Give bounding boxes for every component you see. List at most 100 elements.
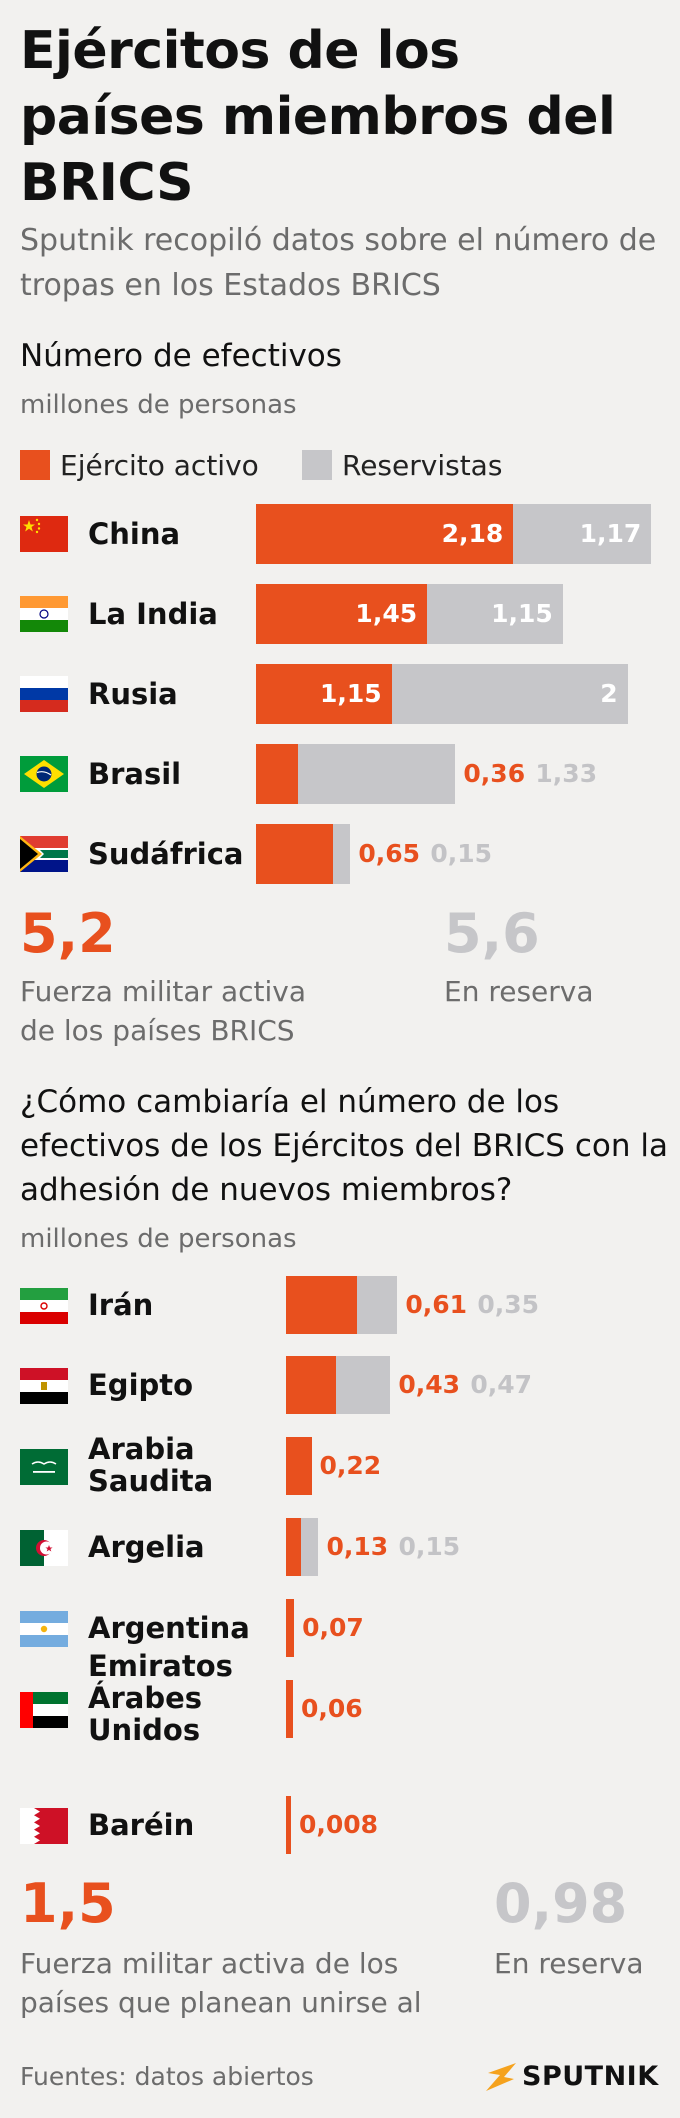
value-label-reserve: 1,15 bbox=[491, 599, 553, 628]
bar-active bbox=[286, 1518, 302, 1576]
chart-row: Egipto 0,43 0,47 bbox=[0, 1356, 680, 1416]
chart-row: Argentina 0,07 bbox=[0, 1599, 680, 1659]
section2-heading: ¿Cómo cambiaría el número de los efectiv… bbox=[20, 1084, 668, 1208]
bar-reserve bbox=[513, 504, 652, 564]
legend-swatch-reserve bbox=[302, 450, 332, 480]
total-active-candidates: 1,5 bbox=[20, 1872, 116, 1935]
value-label-active: 0,61 bbox=[405, 1290, 468, 1319]
argentina-flag-icon bbox=[20, 1611, 68, 1647]
value-label-active: 0,13 bbox=[326, 1532, 389, 1561]
country-label: Irán bbox=[88, 1288, 154, 1322]
bar-active bbox=[256, 664, 392, 724]
country-label: Argelia bbox=[88, 1530, 205, 1564]
legend-label-reserve: Reservistas bbox=[342, 449, 503, 482]
value-label-reserve: 2 bbox=[600, 679, 618, 708]
bar-active bbox=[286, 1276, 357, 1334]
country-label: Egipto bbox=[88, 1368, 194, 1402]
country-label: Baréin bbox=[88, 1808, 195, 1842]
value-label-active: 0,36 bbox=[463, 759, 526, 788]
saudi-arabia-flag-icon bbox=[20, 1449, 68, 1485]
russia-flag-icon bbox=[20, 676, 68, 712]
bar-reserve bbox=[332, 824, 351, 884]
bar-active bbox=[286, 1680, 293, 1738]
total-reserve-candidates: 0,98 bbox=[494, 1872, 628, 1935]
bar-active bbox=[286, 1796, 291, 1854]
legend-label-active: Ejército activo bbox=[60, 449, 259, 482]
value-label-reserve: 0,35 bbox=[477, 1290, 540, 1319]
value-label-active: 1,15 bbox=[320, 679, 382, 708]
country-label: Sudáfrica bbox=[88, 837, 244, 871]
country-label: Argentina bbox=[88, 1611, 250, 1645]
country-label: Rusia bbox=[88, 677, 178, 711]
value-label-active: 0,06 bbox=[300, 1694, 363, 1723]
value-label-reserve: 1,33 bbox=[535, 759, 598, 788]
value-label-reserve: 0,47 bbox=[470, 1370, 533, 1399]
chart-row: Rusia 1,15 2 bbox=[0, 664, 680, 724]
bar-reserve bbox=[427, 584, 563, 644]
bar-active bbox=[256, 584, 428, 644]
sources-note: Fuentes: datos abiertos bbox=[20, 2062, 314, 2091]
total-active-brics: 5,2 bbox=[20, 902, 116, 965]
country-label: Arabia Saudita bbox=[88, 1432, 214, 1498]
sputnik-brand: SPUTNIK bbox=[522, 2061, 659, 2092]
country-label: China bbox=[88, 517, 181, 551]
value-label-active: 0,07 bbox=[302, 1613, 364, 1642]
sputnik-logo: SPUTNIK bbox=[484, 2060, 664, 2094]
total-reserve-candidates-caption: En reserva bbox=[494, 1947, 644, 1980]
section1-unit: millones de personas bbox=[20, 390, 297, 420]
value-label-active: 0,008 bbox=[299, 1810, 379, 1839]
legend-swatch-active bbox=[20, 450, 50, 480]
total-active-brics-caption: Fuerza militar activa de los países BRIC… bbox=[20, 975, 307, 1047]
bar-active bbox=[256, 744, 299, 804]
india-flag-icon bbox=[20, 596, 68, 632]
total-reserve-brics: 5,6 bbox=[444, 902, 540, 965]
section2-unit: millones de personas bbox=[20, 1224, 297, 1254]
bar-active bbox=[286, 1599, 295, 1657]
bar-reserve bbox=[391, 664, 628, 724]
legend-item-active: Ejército activo bbox=[20, 448, 259, 484]
south-africa-flag-icon bbox=[20, 836, 68, 872]
egypt-flag-icon bbox=[20, 1368, 68, 1404]
bar-active bbox=[256, 504, 514, 564]
sputnik-star-icon bbox=[486, 2063, 516, 2091]
china-flag-icon bbox=[20, 516, 68, 552]
value-label-active: 0,43 bbox=[398, 1370, 461, 1399]
bahrain-flag-icon bbox=[20, 1808, 68, 1844]
algeria-flag-icon bbox=[20, 1530, 68, 1566]
value-label-active: 0,65 bbox=[358, 839, 421, 868]
bar-reserve bbox=[298, 744, 456, 804]
country-label: Emiratos Árabes Unidos bbox=[88, 1649, 233, 1747]
bar-reserve bbox=[301, 1518, 319, 1576]
brazil-flag-icon bbox=[20, 756, 68, 792]
legend-item-reserve: Reservistas bbox=[302, 448, 502, 484]
chart-row: Sudáfrica 0,65 0,15 bbox=[0, 824, 680, 884]
bar-reserve bbox=[335, 1356, 391, 1414]
value-label-active: 2,18 bbox=[441, 519, 504, 548]
value-label-active: 0,22 bbox=[319, 1451, 382, 1480]
chart-row: Brasil 0,36 1,33 bbox=[0, 744, 680, 804]
country-label: La India bbox=[88, 597, 218, 631]
chart-row: La India 1,45 1,15 bbox=[0, 584, 680, 644]
bar-active bbox=[256, 824, 333, 884]
value-label-active: 1,45 bbox=[355, 599, 418, 628]
value-label-reserve: 0,15 bbox=[430, 839, 493, 868]
chart-row: Irán 0,61 0,35 bbox=[0, 1276, 680, 1336]
total-active-candidates-caption: Fuerza militar activa de los países que … bbox=[20, 1947, 422, 2019]
total-reserve-brics-caption: En reserva bbox=[444, 975, 594, 1008]
iran-flag-icon bbox=[20, 1288, 68, 1324]
chart-row: Baréin 0,008 bbox=[0, 1796, 680, 1856]
chart-row: China 2,18 1,17 bbox=[0, 504, 680, 564]
uae-flag-icon bbox=[20, 1692, 68, 1728]
page-title: Ejércitos de los países miembros del BRI… bbox=[20, 21, 616, 213]
chart-row: Arabia Saudita 0,22 bbox=[0, 1433, 680, 1497]
page-subtitle: Sputnik recopiló datos sobre el número d… bbox=[20, 223, 657, 303]
value-label-reserve: 0,15 bbox=[398, 1532, 461, 1561]
section1-heading: Número de efectivos bbox=[20, 338, 342, 374]
bar-active bbox=[286, 1437, 312, 1495]
chart-row: Emiratos Árabes Unidos 0,06 bbox=[0, 1650, 680, 1746]
value-label-reserve: 1,17 bbox=[579, 519, 642, 548]
chart-row: Argelia 0,13 0,15 bbox=[0, 1518, 680, 1578]
bar-reserve bbox=[356, 1276, 398, 1334]
country-label: Brasil bbox=[88, 757, 182, 791]
bar-active bbox=[286, 1356, 336, 1414]
